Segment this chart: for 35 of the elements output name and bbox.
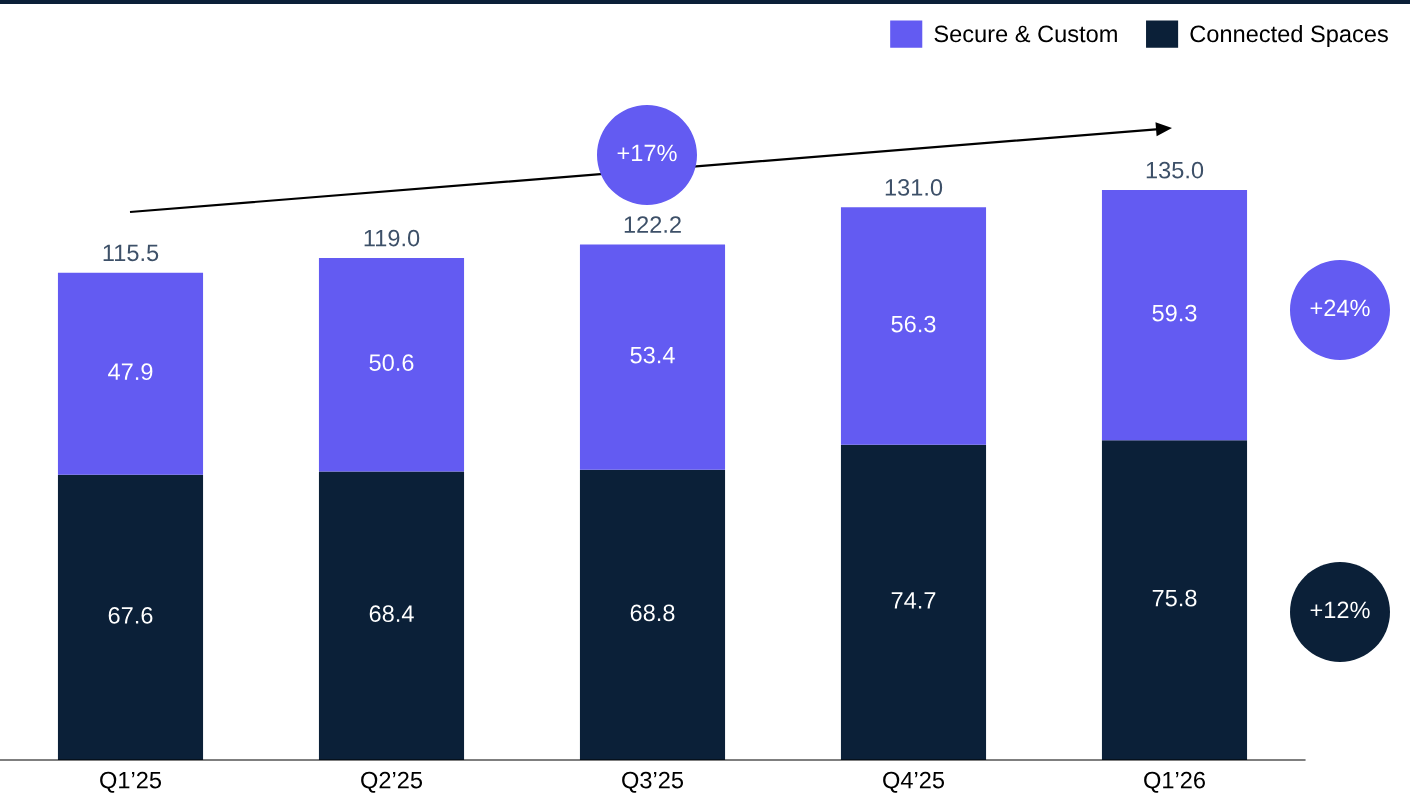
data-label: 56.3 [891, 315, 936, 333]
text: +17% [617, 144, 677, 162]
total-label: 122.2 [624, 216, 681, 233]
x-tick-label: Q3’25 [622, 771, 684, 793]
data-label: 75.8 [1152, 589, 1197, 607]
x-tick-label: Q1’25 [100, 771, 162, 793]
bar [840, 207, 987, 445]
bar [318, 471, 465, 760]
total-label: 135.0 [1146, 161, 1204, 179]
legend-label: Connected Spaces [1190, 24, 1388, 47]
bar [318, 257, 465, 472]
x-tick-label: Q4’25 [883, 771, 945, 793]
total-label: 115.5 [103, 244, 159, 262]
bar [840, 444, 987, 760]
x-tick-label: Q2’25 [361, 771, 423, 793]
data-label: 47.9 [108, 363, 153, 381]
bar [579, 469, 726, 760]
data-label: 59.3 [1152, 304, 1197, 322]
legend-label: Secure & Custom [934, 25, 1117, 43]
x-tick-label: Q1’26 [1144, 771, 1205, 793]
text: +24% [1310, 299, 1370, 317]
bar [57, 474, 204, 760]
bar [579, 244, 726, 470]
total-label: 119.0 [364, 229, 420, 247]
data-label: 74.7 [891, 592, 936, 609]
data-label: 67.6 [108, 607, 153, 624]
bar [1101, 190, 1248, 441]
data-label: 68.8 [630, 604, 675, 622]
bar [1101, 440, 1248, 760]
text: +12% [1310, 601, 1370, 619]
total-label: 131.0 [885, 179, 943, 196]
data-label: 68.4 [369, 605, 414, 623]
data-label: 50.6 [369, 354, 414, 372]
data-label: 53.4 [630, 346, 675, 364]
bar [57, 272, 204, 475]
